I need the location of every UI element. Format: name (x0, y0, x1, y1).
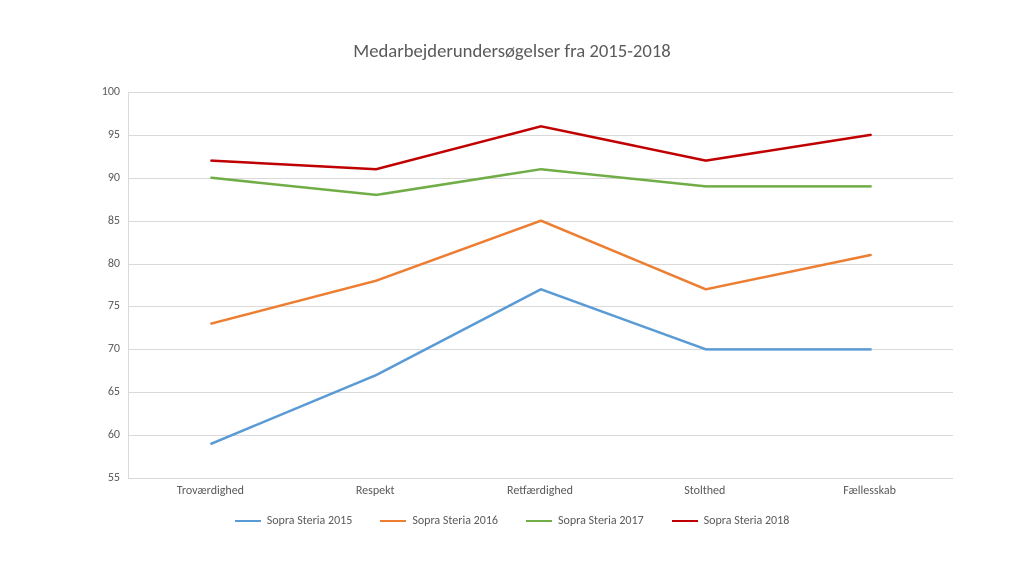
series-line (211, 289, 870, 443)
legend-item: Sopra Steria 2018 (672, 514, 790, 528)
x-tick-label: Troværdighed (140, 484, 280, 498)
x-tick-label: Retfærdighed (470, 484, 610, 498)
y-tick-label: 55 (86, 471, 120, 485)
legend-item: Sopra Steria 2016 (380, 514, 498, 528)
series-line (211, 221, 870, 324)
legend-item: Sopra Steria 2017 (526, 514, 644, 528)
legend-label: Sopra Steria 2017 (558, 514, 644, 528)
legend-swatch (526, 520, 552, 522)
legend-swatch (235, 520, 261, 522)
y-tick-label: 90 (86, 171, 120, 185)
chart-lines (129, 92, 953, 478)
legend-label: Sopra Steria 2015 (267, 514, 353, 528)
series-line (211, 126, 870, 169)
x-tick-label: Fællesskab (800, 484, 940, 498)
y-tick-label: 80 (86, 257, 120, 271)
legend-swatch (672, 520, 698, 522)
legend-swatch (380, 520, 406, 522)
x-tick-label: Stolthed (635, 484, 775, 498)
y-tick-label: 70 (86, 342, 120, 356)
chart-container: Medarbejderundersøgelser fra 2015-2018 5… (0, 0, 1024, 576)
gridline (129, 478, 953, 479)
plot-area (128, 92, 953, 479)
y-tick-label: 85 (86, 214, 120, 228)
chart-legend: Sopra Steria 2015 Sopra Steria 2016 Sopra … (0, 512, 1024, 528)
y-tick-label: 95 (86, 128, 120, 142)
y-tick-label: 75 (86, 299, 120, 313)
chart-title: Medarbejderundersøgelser fra 2015-2018 (0, 40, 1024, 63)
legend-label: Sopra Steria 2016 (412, 514, 498, 528)
y-tick-label: 100 (86, 85, 120, 99)
y-tick-label: 60 (86, 428, 120, 442)
y-tick-label: 65 (86, 385, 120, 399)
series-line (211, 169, 870, 195)
legend-label: Sopra Steria 2018 (704, 514, 790, 528)
legend-item: Sopra Steria 2015 (235, 514, 353, 528)
x-tick-label: Respekt (305, 484, 445, 498)
